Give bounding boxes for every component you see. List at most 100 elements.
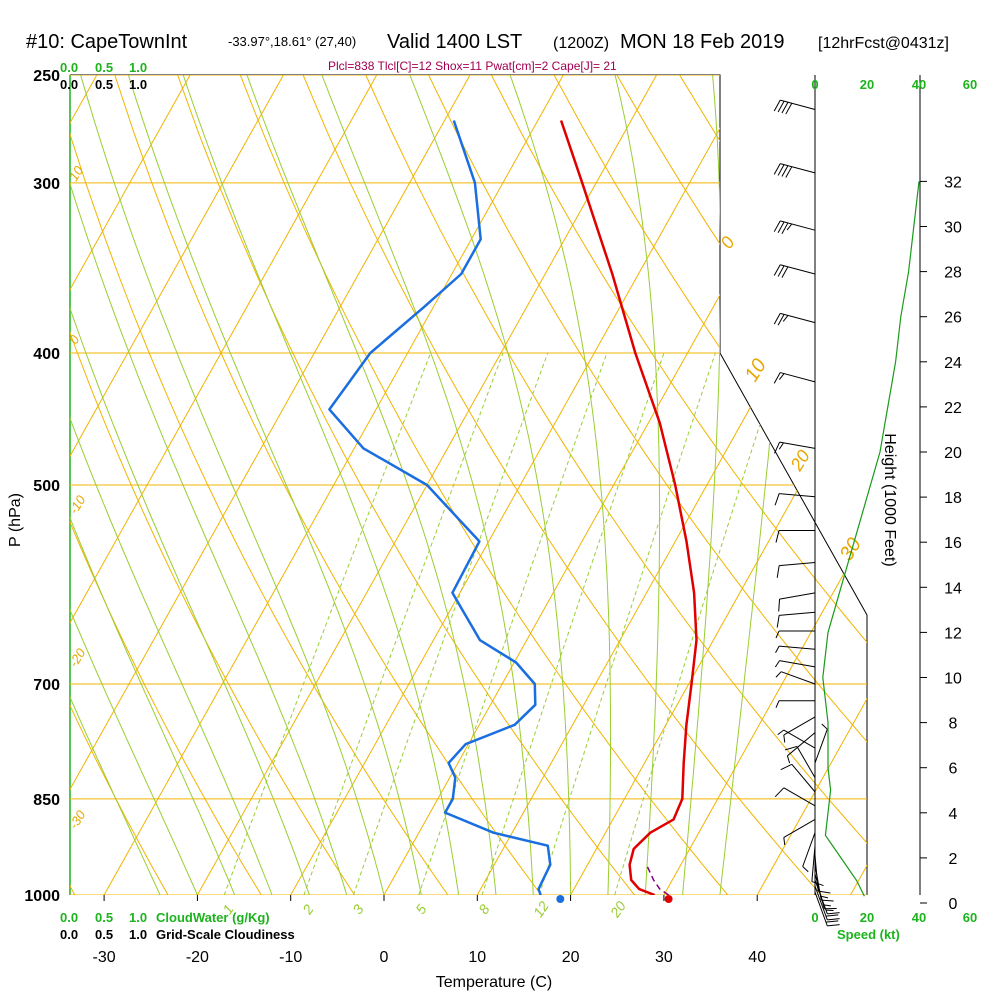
speed-top-tick-1: 20 [860, 77, 874, 92]
wind-barb-flag [821, 723, 828, 730]
dry-adiabat [804, 75, 867, 895]
stats-line: Plcl=838 Tlcl[C]=12 Shox=11 Pwat[cm]=2 C… [328, 59, 617, 73]
wind-barb-flag [776, 565, 780, 578]
speed-top-tick-2: 40 [912, 77, 926, 92]
dewpoint-line [328, 120, 552, 895]
x-tick-label: -30 [93, 949, 116, 966]
valid-time: Valid 1400 LST [387, 31, 522, 53]
moist-adiabat [70, 75, 161, 895]
speed-axis-label: Speed (kt) [837, 927, 900, 942]
moist-adiabat [70, 75, 198, 895]
mixing-ratio-line [223, 352, 432, 895]
wind-barb-flag [774, 660, 780, 668]
wind-barb-staff [780, 312, 816, 324]
cloudwater-label: CloudWater (g/Kg) [156, 910, 270, 925]
isotherm-line [70, 75, 378, 895]
wind-barb-staff [791, 763, 816, 793]
wind-barbs [773, 99, 840, 927]
isotherm-label: 30 [836, 534, 866, 565]
isotherm-line [756, 75, 867, 895]
wind-barb-staff [783, 818, 816, 838]
dry-adiabat [993, 75, 1000, 895]
height-tick-label: 30 [944, 220, 962, 237]
speed-top-tick-0: 0 [811, 77, 818, 92]
wind-barb-staff [783, 729, 816, 749]
wind-speed-line [822, 181, 920, 897]
wind-barb-staff [780, 99, 816, 110]
height-tick-label: 32 [944, 174, 962, 191]
wind-barb-flag [774, 493, 780, 506]
dry-adiabat [490, 75, 867, 895]
wind-barb-flag [786, 755, 791, 764]
wind-barb-flag [777, 100, 785, 113]
mixing-ratio-label: 5 [412, 901, 430, 917]
wind-barb-staff [780, 264, 816, 275]
wind-barb-staff [814, 729, 828, 764]
wind-barb-flag [821, 899, 834, 902]
wind-barb-flag [778, 373, 785, 380]
wind-barb-flag [777, 221, 785, 233]
forecast-tag: [12hrFcst@0431z] [818, 35, 949, 52]
wind-barb-flag [773, 163, 781, 175]
wind-barb-flag [825, 914, 839, 917]
speed-bottom-tick-0: 0 [811, 910, 818, 925]
wind-barb-flag [786, 223, 793, 231]
dry-adiabat [931, 75, 1000, 895]
wind-barb-flag [774, 787, 785, 798]
moist-adiabat [246, 75, 497, 895]
temperature-line [559, 120, 698, 895]
wind-barb-flag [778, 599, 781, 612]
wind-barb-flag [785, 103, 793, 115]
wind-barb-flag [827, 924, 840, 927]
wind-barb-staff [779, 493, 816, 498]
wind-barb-flag [775, 630, 780, 639]
isotherm-label: 10 [741, 355, 771, 386]
wind-barb-flag [777, 164, 785, 176]
wind-barb-flag [827, 912, 840, 915]
wind-barb-flag [802, 866, 809, 873]
pressure-tick-label: 500 [33, 478, 60, 495]
isotherm-label: 10 [66, 163, 87, 184]
height-tick-label: 6 [949, 761, 958, 778]
mixing-ratio-label: 20 [606, 898, 629, 921]
profile-series [328, 120, 698, 895]
dry-adiabat [553, 75, 867, 895]
isotherm-label: 20 [786, 447, 814, 475]
temperature-surface-marker [664, 895, 673, 903]
speed-axis: 0 20 40 60 0 20 40 60 Speed (kt) [811, 77, 977, 942]
pressure-tick-label: 300 [33, 176, 60, 193]
wind-barb-flag [811, 881, 824, 887]
wind-barb-staff [780, 163, 816, 174]
speed-top-tick-3: 60 [963, 77, 977, 92]
background-grid [70, 75, 1000, 895]
isotherm-line [70, 75, 191, 895]
mixing-ratio-line [303, 352, 504, 895]
x-tick-label: 30 [655, 949, 673, 966]
moist-adiabat [70, 75, 348, 895]
dry-adiabat [365, 75, 867, 895]
wind-barb-flag [775, 700, 780, 708]
mixing-ratio-label: 2 [299, 901, 317, 918]
cloudwater-top-tick-0: 0.0 [60, 60, 78, 75]
cloudwater-top-tick-2: 1.0 [129, 60, 147, 75]
wind-barb-flag [777, 729, 785, 735]
dry-adiabat [70, 75, 169, 895]
wind-barb-flag [773, 313, 781, 325]
cloudwater-bottom-tick-0: 0.0 [60, 910, 78, 925]
height-tick-label: 22 [944, 400, 962, 417]
cloudiness-label: Grid-Scale Cloudiness [156, 927, 295, 942]
dry-adiabat [114, 75, 542, 895]
wind-barb-flag [823, 904, 831, 907]
wind-barb-flag [781, 165, 789, 177]
pressure-tick-label: 1000 [24, 888, 60, 905]
moist-adiabat [80, 75, 385, 895]
wind-barb-flag [781, 101, 789, 114]
zulu-time: (1200Z) [553, 35, 609, 52]
mixing-ratio-line [614, 352, 784, 895]
cloudwater-bottom-tick-1: 0.5 [95, 910, 113, 925]
y-axis-title: P (hPa) [7, 493, 24, 547]
height-tick-label: 16 [944, 535, 962, 552]
parcel-line [645, 864, 670, 895]
height-tick-label: 2 [949, 851, 958, 868]
wind-barb-flag [773, 372, 781, 384]
